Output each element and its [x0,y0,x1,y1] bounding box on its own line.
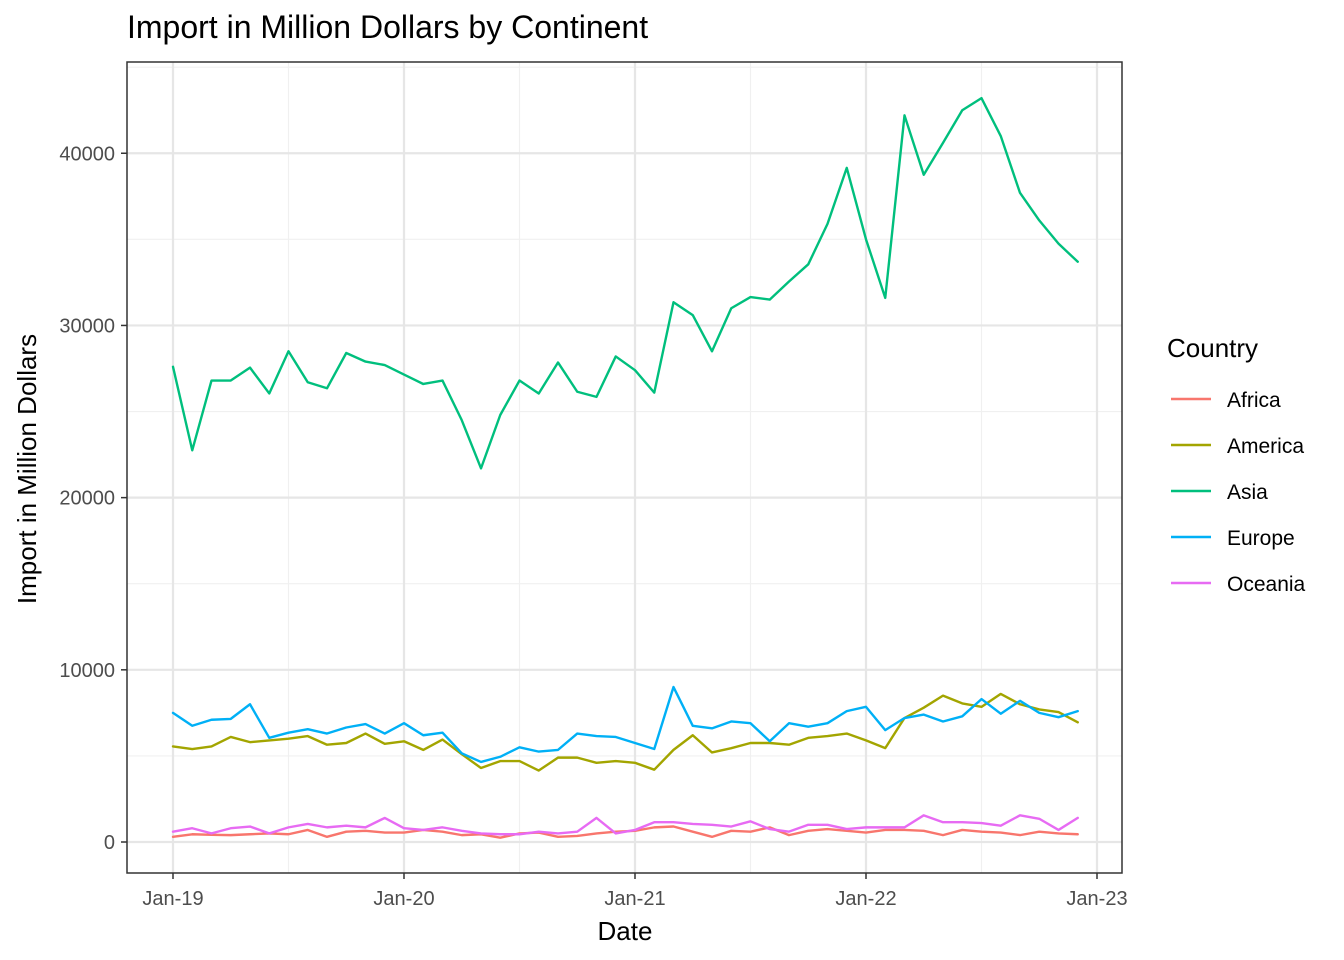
x-axis-title: Date [598,916,653,946]
series-lines [171,96,1079,839]
plot-background [127,62,1122,873]
legend-label-oceania: Oceania [1227,573,1306,596]
major-gridlines [127,62,1122,873]
legend-label-africa: Africa [1227,389,1281,412]
y-tick-label: 40000 [59,143,115,165]
y-axis-title: Import in Million Dollars [12,334,42,604]
legend-title: Country [1167,333,1258,363]
y-tick-label: 30000 [59,315,115,337]
series-line-asia [171,96,1079,470]
y-tick-label: 10000 [59,660,115,682]
series-line-europe [171,685,1079,764]
legend-label-europe: Europe [1227,527,1295,550]
x-tick-label: Jan-19 [142,888,203,910]
y-tick-label: 0 [104,832,115,854]
legend: Country Africa America Asia Europe Oceania [1167,333,1306,596]
x-tick-label: Jan-21 [604,888,665,910]
series-line-oceania [171,814,1079,836]
y-tick-label: 20000 [59,488,115,510]
legend-label-america: America [1227,435,1304,458]
x-tick-label: Jan-22 [835,888,896,910]
chart-title: Import in Million Dollars by Continent [127,9,648,45]
x-axis: Jan-19 Jan-20 Jan-21 Jan-22 Jan-23 [142,873,1128,910]
x-tick-label: Jan-23 [1066,888,1127,910]
x-tick-label: Jan-20 [373,888,434,910]
series-line-america [171,692,1079,772]
y-axis: 0 10000 20000 30000 40000 [59,143,127,854]
legend-label-asia: Asia [1227,481,1268,504]
minor-gridlines [127,62,1122,873]
plot-border [126,61,1123,874]
